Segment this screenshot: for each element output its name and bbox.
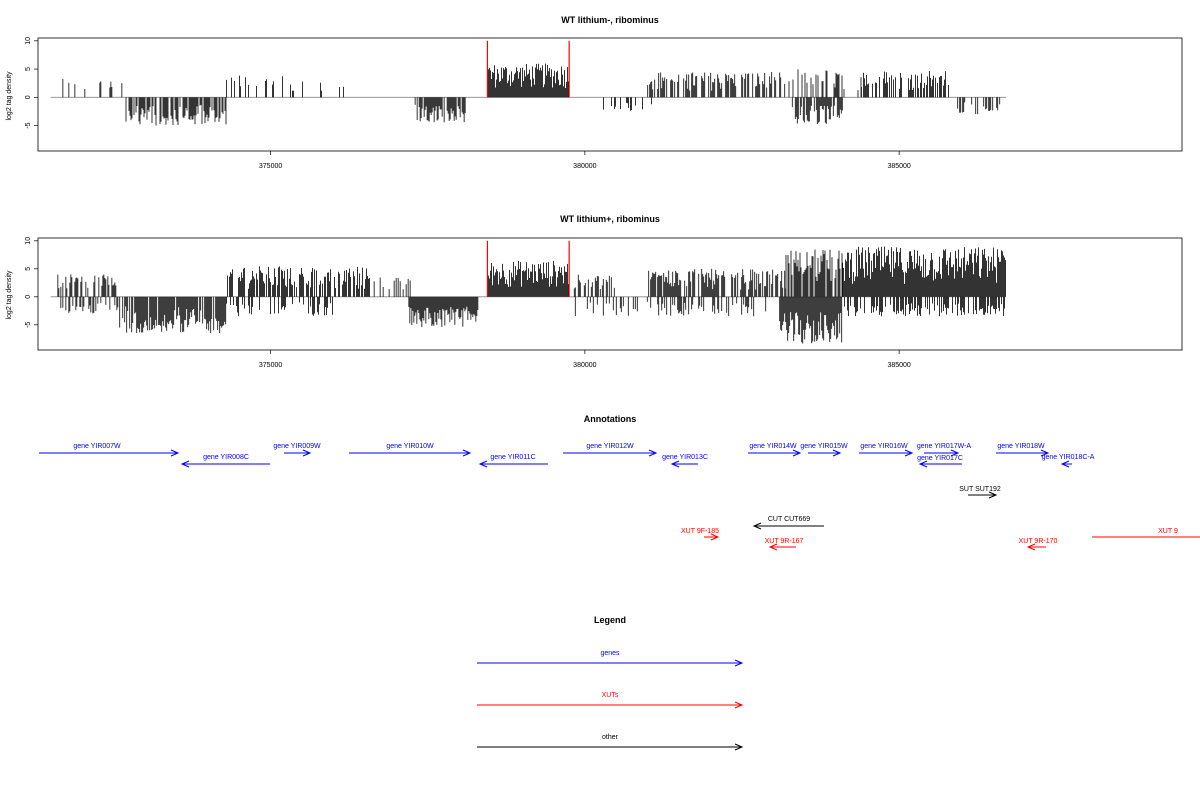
legend-item-label: XUTs xyxy=(602,692,619,699)
legend-item xyxy=(477,743,744,751)
panel-title: WT lithium-, ribominus xyxy=(561,15,659,25)
arrow-head xyxy=(478,460,488,468)
feature-label: gene YIR014W xyxy=(749,443,797,450)
density-bars xyxy=(62,63,1001,126)
y-tick-label: -5 xyxy=(25,322,32,328)
arrow-head xyxy=(734,659,744,667)
y-axis-label: log2 tag density xyxy=(6,270,13,320)
feature-arrow: gene YIR012W xyxy=(563,443,658,457)
feature-label: gene YIR016W xyxy=(860,443,908,450)
y-tick-label: 5 xyxy=(25,67,32,71)
arrow-head xyxy=(734,701,744,709)
density-bars xyxy=(57,246,1006,344)
y-axis-label: log2 tag density xyxy=(6,71,13,121)
legend-item xyxy=(477,659,744,667)
feature-label: gene YIR018W xyxy=(997,443,1045,450)
arrow-head xyxy=(1040,449,1050,457)
y-tick-label: -5 xyxy=(25,122,32,128)
feature-arrow: gene YIR018W xyxy=(996,443,1050,457)
feature-arrow: gene YIR007W xyxy=(39,443,180,457)
feature-arrow: XUT 9R-170 xyxy=(1019,538,1058,551)
arrow-head xyxy=(170,449,180,457)
feature-arrow: XUT 9 xyxy=(1092,528,1200,538)
feature-label: XUT 9R-167 xyxy=(765,538,804,545)
feature-arrow: gene YIR010W xyxy=(349,443,472,457)
arrow-head xyxy=(792,449,802,457)
feature-arrow: gene YIR016W xyxy=(859,443,914,457)
feature-arrow: SUT SUT192 xyxy=(959,486,1001,499)
feature-arrow: gene YIR009W xyxy=(273,443,321,457)
arrow-head xyxy=(950,449,960,457)
feature-arrow: gene YIR015W xyxy=(800,443,848,457)
legend-item-label: genes xyxy=(600,650,620,657)
y-tick-label: 5 xyxy=(25,267,32,271)
feature-arrow: gene YIR017W-A xyxy=(917,443,972,457)
arrow-head xyxy=(768,543,778,551)
legend-panel: Legend genes XUTs other xyxy=(477,615,744,751)
arrow-head xyxy=(302,449,312,457)
x-tick-label: 380000 xyxy=(573,362,596,369)
arrow-head xyxy=(462,449,472,457)
y-tick-label: 10 xyxy=(25,237,32,245)
feature-label: gene YIR009W xyxy=(273,443,321,450)
annotations-panel: Annotations gene YIR007W gene YIR008C gene… xyxy=(39,414,1200,551)
arrow-head xyxy=(670,460,680,468)
feature-arrow: gene YIR014W xyxy=(748,443,802,457)
feature-arrow: gene YIR011C xyxy=(478,454,548,468)
feature-label: XUT 9 xyxy=(1158,528,1178,535)
feature-arrow: gene YIR013C xyxy=(662,454,708,468)
arrow-head xyxy=(988,491,998,499)
feature-label: gene YIR018C-A xyxy=(1042,454,1095,461)
feature-label: gene YIR010W xyxy=(386,443,434,450)
y-tick-label: 0 xyxy=(25,95,32,99)
feature-arrow: gene YIR008C xyxy=(180,454,270,468)
feature-arrow: CUT CUT669 xyxy=(752,516,824,530)
arrow-head xyxy=(904,449,914,457)
feature-arrow: gene YIR017C xyxy=(917,455,963,468)
track-panel-lithium-minus: WT lithium-, ribominus log2 tag density … xyxy=(6,15,1183,170)
feature-label: gene YIR015W xyxy=(800,443,848,450)
x-tick-label: 375000 xyxy=(259,163,282,170)
x-tick-label: 380000 xyxy=(573,163,596,170)
arrow-head xyxy=(1026,543,1036,551)
plot-frame xyxy=(37,37,1183,152)
arrow-head xyxy=(1060,460,1070,468)
feature-arrow: XUT 9F-185 xyxy=(681,528,720,541)
feature-label: gene YIR012W xyxy=(586,443,634,450)
track-panel-lithium-plus: WT lithium+, ribominus log2 tag density … xyxy=(6,214,1183,369)
feature-label: gene YIR008C xyxy=(203,454,249,461)
arrow-head xyxy=(734,743,744,751)
feature-label: gene YIR013C xyxy=(662,454,708,461)
feature-label: SUT SUT192 xyxy=(959,486,1001,493)
arrow-head xyxy=(648,449,658,457)
arrow-head xyxy=(832,449,842,457)
feature-label: XUT 9F-185 xyxy=(681,528,719,535)
feature-arrow: gene YIR018C-A xyxy=(1042,454,1095,468)
x-tick-label: 375000 xyxy=(259,362,282,369)
feature-label: gene YIR017W-A xyxy=(917,443,972,450)
feature-label: CUT CUT669 xyxy=(768,516,810,523)
panel-title: WT lithium+, ribominus xyxy=(560,214,660,224)
feature-arrow: XUT 9R-167 xyxy=(765,538,804,551)
y-tick-label: 0 xyxy=(25,295,32,299)
arrow-head xyxy=(180,460,190,468)
arrow-head xyxy=(752,522,762,530)
plot-frame xyxy=(37,237,1183,351)
x-tick-label: 385000 xyxy=(887,362,910,369)
feature-label: XUT 9R-170 xyxy=(1019,538,1058,545)
arrow-head xyxy=(710,533,720,541)
annotations-title: Annotations xyxy=(584,414,637,424)
legend-item-label: other xyxy=(602,734,619,741)
feature-label: gene YIR011C xyxy=(490,454,535,461)
feature-label: gene YIR007W xyxy=(73,443,121,450)
x-tick-label: 385000 xyxy=(887,163,910,170)
legend-item xyxy=(477,701,744,709)
arrow-head xyxy=(918,460,928,468)
legend-title: Legend xyxy=(594,615,626,625)
y-tick-label: 10 xyxy=(25,37,32,45)
feature-label: gene YIR017C xyxy=(917,455,963,462)
